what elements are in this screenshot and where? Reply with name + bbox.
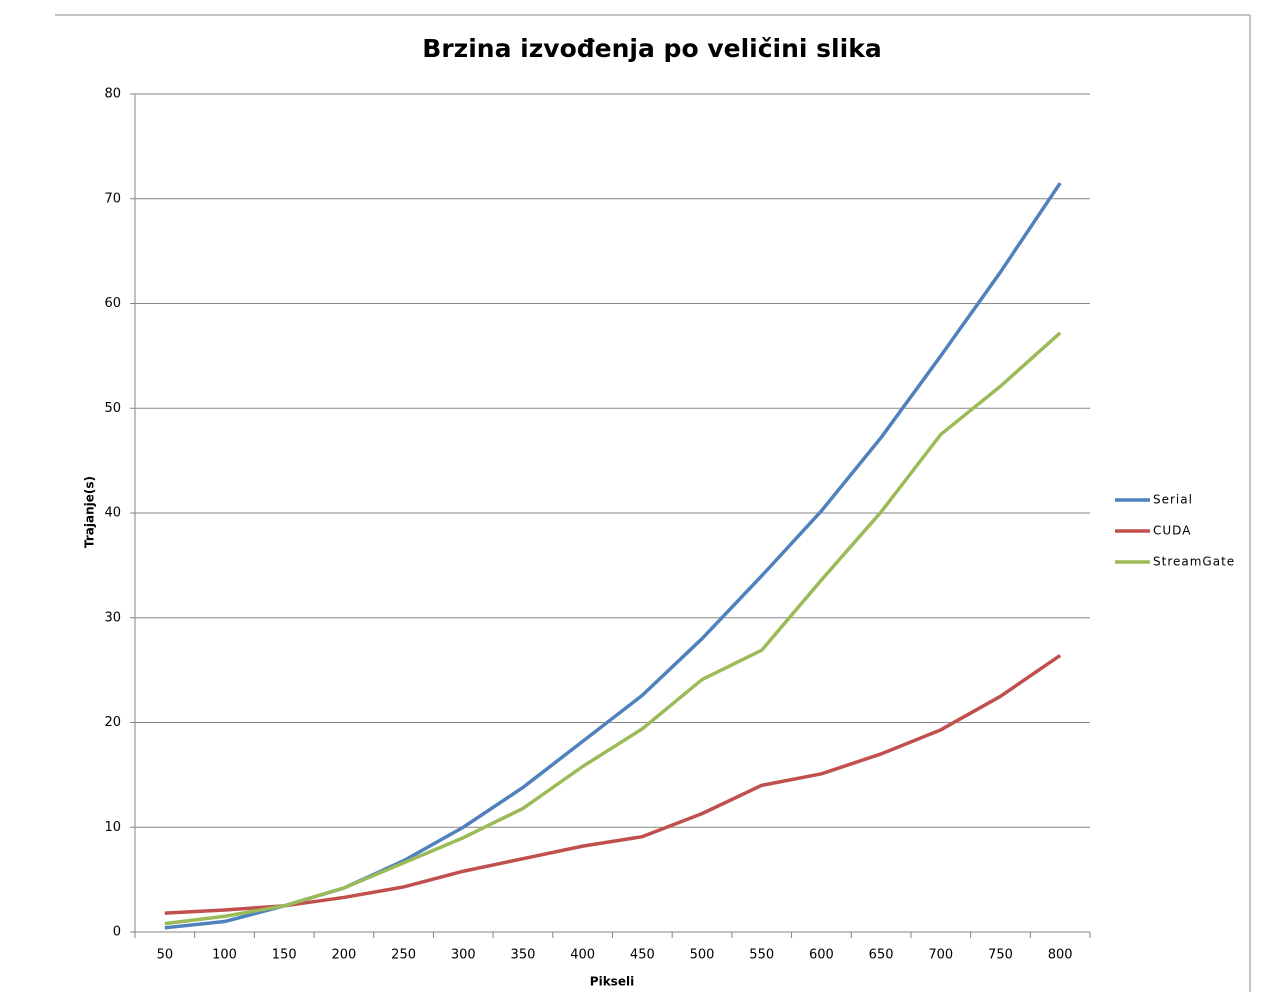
x-tick-label: 250 bbox=[391, 948, 416, 963]
y-tick-label: 40 bbox=[104, 506, 121, 521]
x-tick-label: 400 bbox=[570, 948, 595, 963]
x-tick-label: 200 bbox=[331, 948, 356, 963]
x-tick-label: 50 bbox=[157, 948, 174, 963]
x-tick-label: 350 bbox=[511, 948, 536, 963]
legend-label: Serial bbox=[1153, 493, 1193, 507]
x-tick-label: 300 bbox=[451, 948, 476, 963]
x-tick-label: 100 bbox=[212, 948, 237, 963]
y-tick-label: 20 bbox=[104, 715, 121, 730]
y-tick-label: 60 bbox=[104, 296, 121, 311]
legend-label: StreamGate bbox=[1153, 555, 1235, 569]
y-tick-label: 50 bbox=[104, 401, 121, 416]
chart-title: Brzina izvođenja po veličini slika bbox=[422, 34, 881, 63]
x-tick-label: 450 bbox=[630, 948, 655, 963]
x-tick-label: 550 bbox=[749, 948, 774, 963]
x-tick-label: 150 bbox=[272, 948, 297, 963]
x-tick-label: 700 bbox=[928, 948, 953, 963]
x-axis-label: Pikseli bbox=[590, 975, 634, 989]
x-tick-label: 500 bbox=[690, 948, 715, 963]
x-tick-label: 800 bbox=[1048, 948, 1073, 963]
x-tick-label: 650 bbox=[869, 948, 894, 963]
y-tick-label: 70 bbox=[104, 191, 121, 206]
y-tick-label: 80 bbox=[104, 87, 121, 102]
x-tick-label: 750 bbox=[988, 948, 1013, 963]
y-tick-label: 10 bbox=[104, 820, 121, 835]
legend-label: CUDA bbox=[1153, 524, 1191, 538]
series-line bbox=[164, 654, 1062, 915]
x-tick-label: 600 bbox=[809, 948, 834, 963]
series-line bbox=[164, 182, 1062, 930]
y-axis-label: Trajanje(s) bbox=[83, 476, 97, 548]
series-line bbox=[164, 331, 1062, 926]
y-tick-label: 0 bbox=[113, 925, 121, 940]
y-tick-label: 30 bbox=[104, 610, 121, 625]
